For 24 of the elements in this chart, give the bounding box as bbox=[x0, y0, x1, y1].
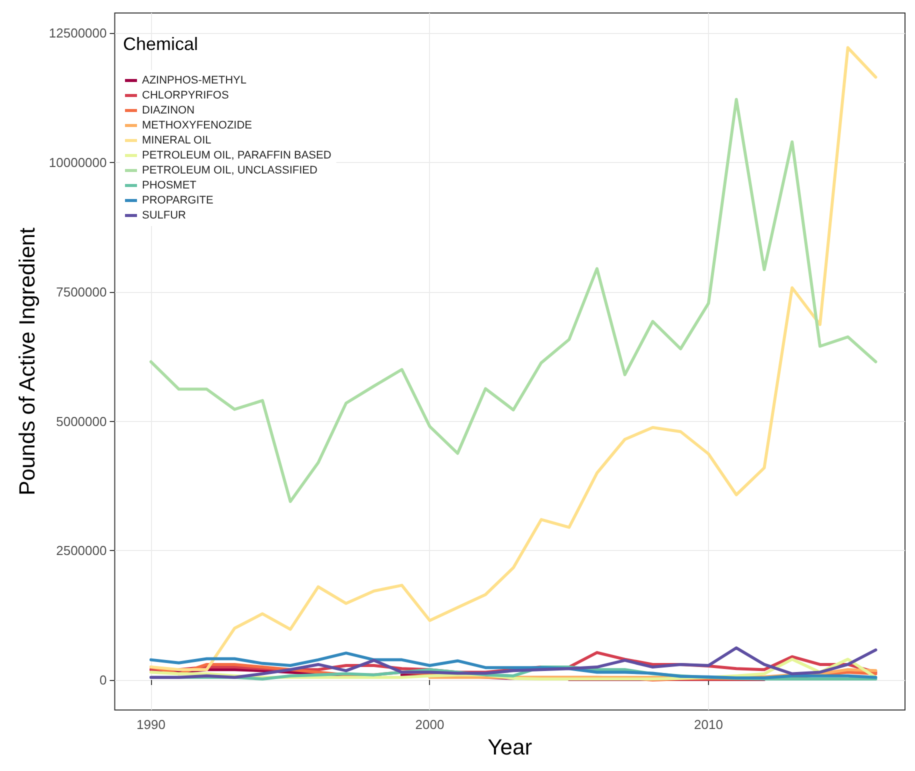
legend-label: PHOSMET bbox=[142, 180, 197, 192]
line-series bbox=[149, 652, 878, 680]
legend-label: SULFUR bbox=[142, 210, 186, 222]
y-tick-label: 10000000 bbox=[48, 155, 107, 170]
legend-label: MINERAL OIL bbox=[142, 134, 212, 146]
legend-label: METHOXYFENOZIDE bbox=[142, 120, 252, 132]
y-tick-label: 5000000 bbox=[56, 414, 107, 429]
legend-title: Chemical bbox=[123, 34, 198, 54]
y-axis-title: Pounds of Active Ingredient bbox=[14, 228, 40, 496]
y-tick-label: 2500000 bbox=[56, 543, 107, 558]
x-tick-label: 2000 bbox=[415, 717, 444, 732]
x-axis-title: Year bbox=[488, 734, 532, 760]
line-series bbox=[149, 646, 878, 679]
x-tick-label: 1990 bbox=[136, 717, 166, 732]
y-tick-label: 0 bbox=[100, 672, 107, 688]
x-tick-label: 2010 bbox=[694, 717, 723, 732]
legend-label: AZINPHOS-METHYL bbox=[142, 74, 247, 86]
y-tick-label: 12500000 bbox=[48, 26, 107, 41]
legend-label: PETROLEUM OIL, PARAFFIN BASED bbox=[142, 150, 332, 162]
legend-label: DIAZINON bbox=[142, 104, 195, 116]
legend-label: PROPARGITE bbox=[142, 194, 214, 206]
y-tick-label: 7500000 bbox=[56, 284, 107, 300]
legend-label: CHLORPYRIFOS bbox=[142, 90, 229, 102]
legend-label: PETROLEUM OIL, UNCLASSIFIED bbox=[142, 164, 318, 176]
